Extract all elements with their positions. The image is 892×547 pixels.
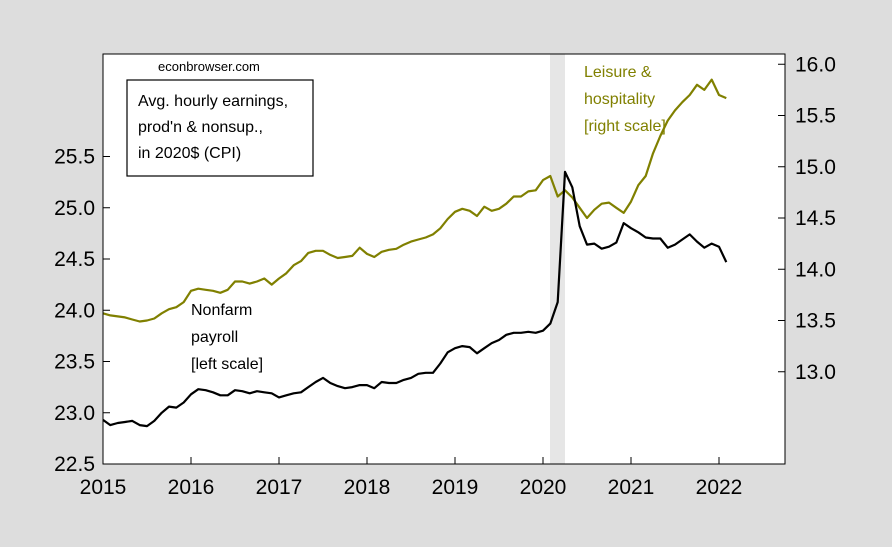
nonfarm-payroll-line — [102, 170, 728, 428]
right-tick-label: 13.0 — [795, 361, 836, 384]
x-tick-label: 2022 — [696, 476, 743, 499]
title-box-line-1: Avg. hourly earnings, — [138, 93, 288, 110]
left-tick-label: 24.5 — [54, 248, 95, 271]
x-tick-label: 2021 — [608, 476, 655, 499]
left-y-axis: 22.5 23.0 23.5 24.0 24.5 25.0 25.5 — [54, 146, 110, 476]
source-label: econbrowser.com — [158, 59, 260, 74]
left-tick-label: 25.5 — [54, 146, 95, 169]
left-tick-label: 25.0 — [54, 197, 95, 220]
leisure-label-line-1: Leisure & — [584, 64, 652, 81]
left-tick-label: 22.5 — [54, 453, 95, 476]
x-tick-label: 2017 — [256, 476, 303, 499]
right-tick-label: 13.5 — [795, 310, 836, 333]
right-tick-label: 16.0 — [795, 53, 836, 76]
nonfarm-label-line-3: [left scale] — [191, 356, 263, 373]
recession-shading — [550, 54, 565, 464]
leisure-hospitality-line — [102, 78, 727, 323]
right-tick-label: 14.5 — [795, 207, 836, 230]
x-tick-label: 2016 — [168, 476, 215, 499]
right-tick-label: 15.5 — [795, 105, 836, 128]
x-tick-label: 2020 — [520, 476, 567, 499]
right-tick-label: 15.0 — [795, 156, 836, 179]
left-tick-label: 23.0 — [54, 402, 95, 425]
leisure-label-line-3: [right scale] — [584, 118, 666, 135]
left-tick-label: 23.5 — [54, 351, 95, 374]
left-tick-label: 24.0 — [54, 299, 95, 322]
title-box — [126, 79, 314, 177]
leisure-label-line-2: hospitality — [584, 91, 655, 108]
right-tick-label: 14.0 — [795, 258, 836, 281]
right-y-axis: 13.0 13.5 14.0 14.5 15.0 15.5 16.0 — [778, 53, 836, 384]
title-box-line-3: in 2020$ (CPI) — [138, 145, 241, 162]
title-box-line-2: prod'n & nonsup., — [138, 119, 263, 136]
x-tick-label: 2018 — [344, 476, 391, 499]
x-axis: 2015 2016 2017 2018 2019 2020 2021 2022 — [80, 457, 743, 499]
plot-frame — [102, 53, 786, 465]
nonfarm-label-line-2: payroll — [191, 329, 238, 346]
nonfarm-label-line-1: Nonfarm — [191, 302, 252, 319]
x-tick-label: 2019 — [432, 476, 479, 499]
x-tick-label: 2015 — [80, 476, 127, 499]
